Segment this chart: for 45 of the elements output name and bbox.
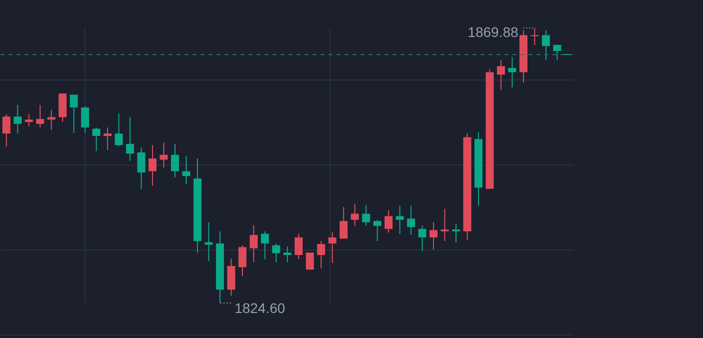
- candlestick: [328, 231, 336, 264]
- candlestick: [452, 224, 460, 243]
- candlestick: [317, 240, 326, 269]
- candlestick: [350, 204, 359, 226]
- candlestick: [24, 114, 33, 127]
- annotation: 1824.60: [234, 300, 286, 316]
- candlestick: [396, 205, 404, 234]
- candlestick: [36, 104, 44, 128]
- candlestick: [542, 30, 550, 61]
- candlestick: [384, 210, 393, 234]
- candlestick: [160, 142, 168, 168]
- candlestick: [362, 204, 370, 226]
- candlestick: [250, 224, 258, 263]
- candlestick: [148, 144, 157, 186]
- candlestick: [407, 205, 416, 236]
- candlestick: [227, 258, 236, 296]
- candlestick: [238, 244, 246, 277]
- candlestick: [430, 222, 438, 250]
- annotation: 1869.88: [468, 24, 519, 40]
- candlestick: [14, 104, 22, 134]
- candlestick: [272, 242, 280, 263]
- candlestick: [418, 224, 426, 252]
- candlestick: [283, 246, 292, 263]
- candlestick: [182, 156, 190, 184]
- candlestick: [114, 113, 123, 147]
- candlestick: [2, 114, 10, 147]
- candlestick: [340, 206, 348, 240]
- candlestick: [373, 219, 382, 242]
- candlestick: [70, 94, 78, 134]
- candlestick: [137, 147, 146, 190]
- candlestick: [553, 44, 562, 61]
- candlestick: [92, 126, 100, 152]
- candlestick: [294, 233, 303, 260]
- candlestick: [81, 106, 90, 134]
- candlestick: [171, 143, 179, 178]
- candlestick: [126, 116, 134, 162]
- candlestick: [530, 28, 539, 46]
- candlestick: [260, 230, 269, 260]
- candlestick: [440, 208, 449, 242]
- candlestick: [58, 92, 67, 123]
- candlestick: [496, 60, 505, 90]
- candlestick: [104, 126, 112, 150]
- candlestick: [508, 56, 516, 88]
- candlestick: [47, 109, 56, 130]
- candlestick: [306, 252, 314, 270]
